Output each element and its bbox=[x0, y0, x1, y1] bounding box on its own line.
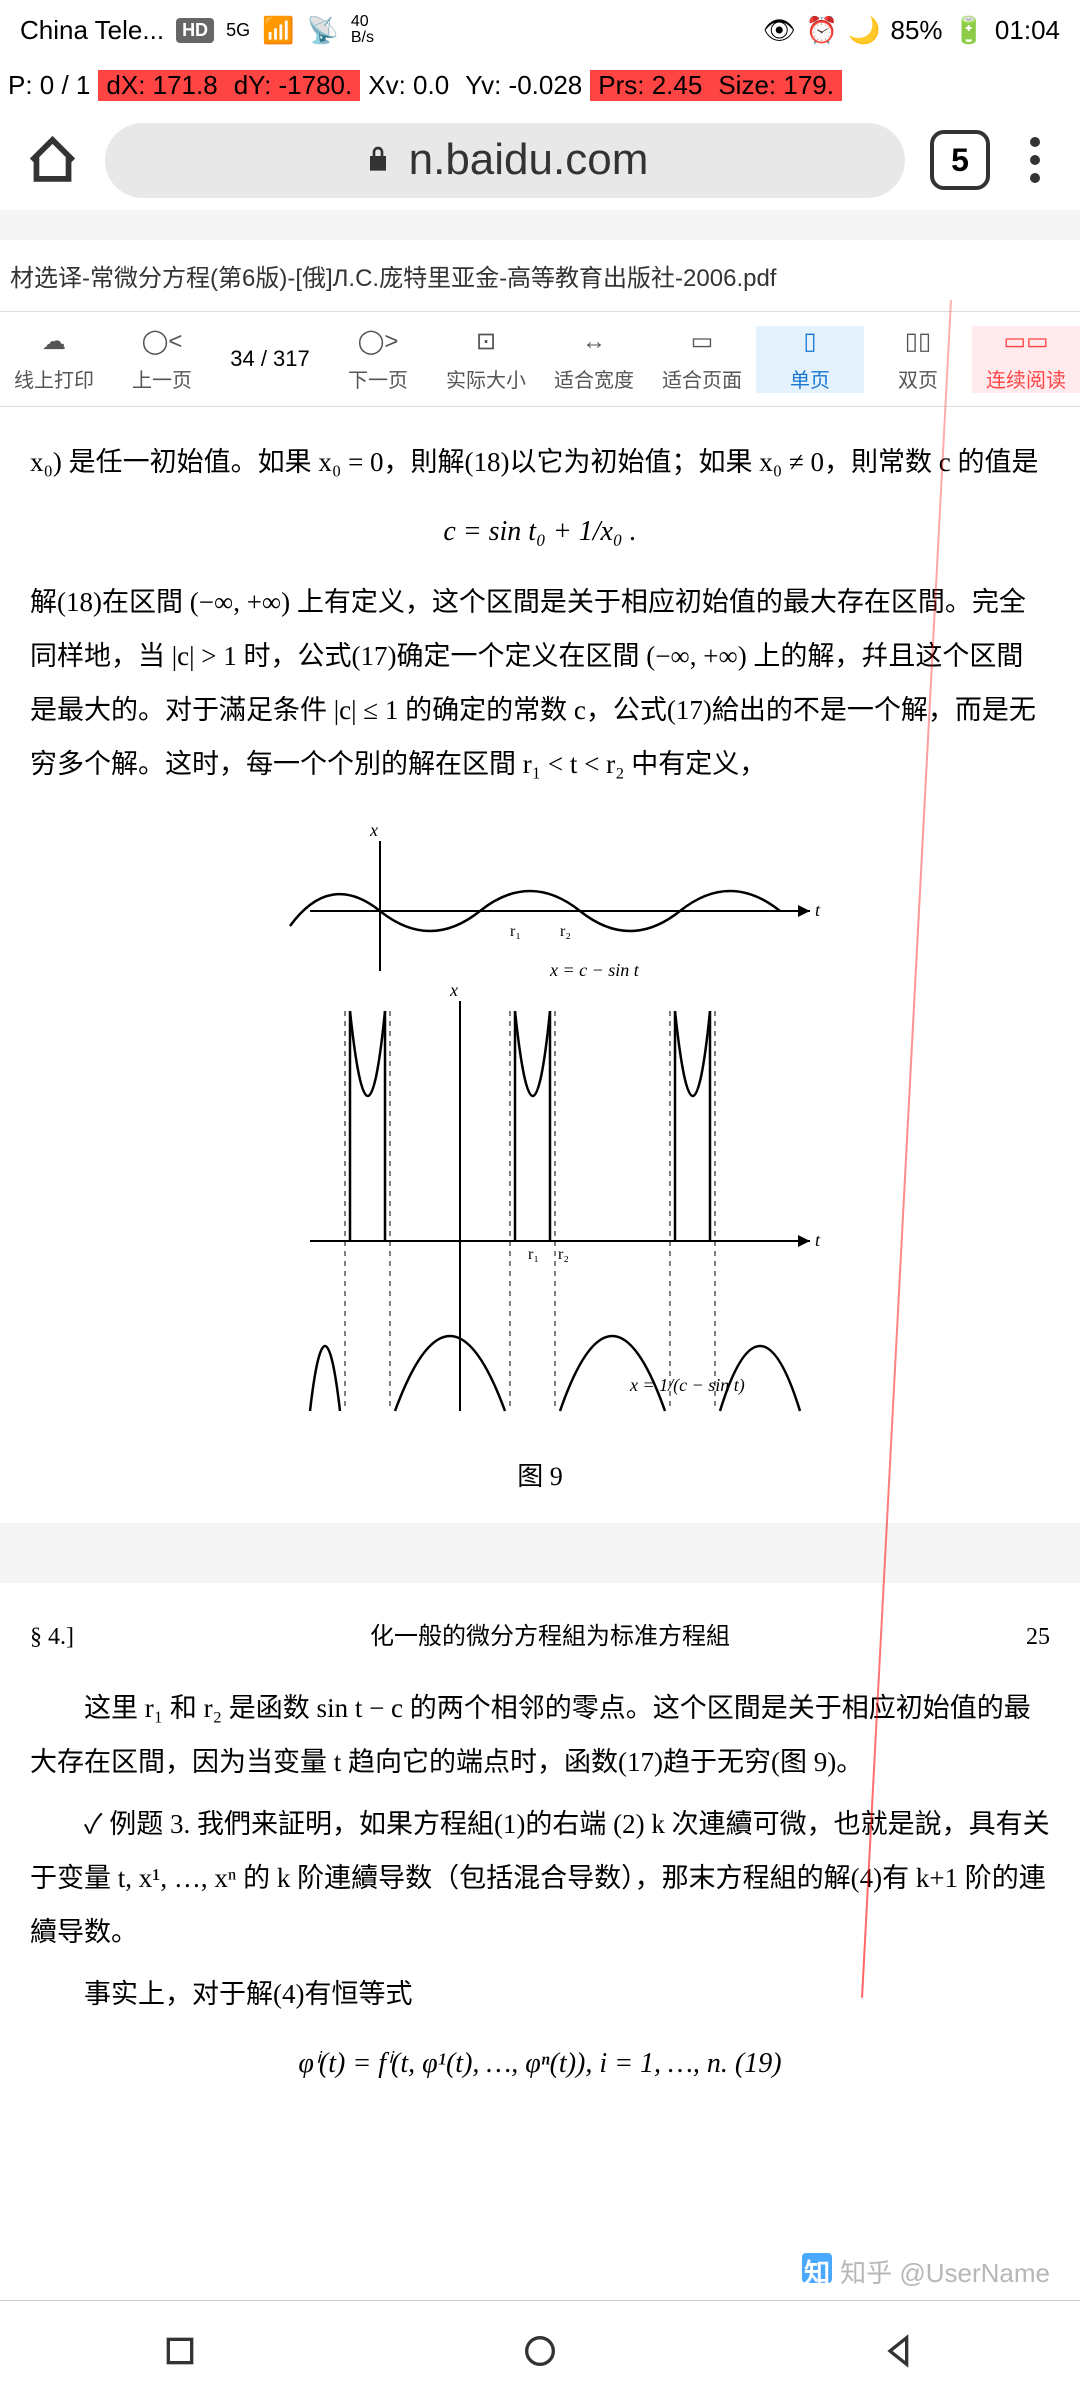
figure-9: t x r₁ r₂ x = c − sin t t x bbox=[30, 811, 1050, 1431]
eye-icon: 👁 bbox=[763, 15, 796, 46]
formula: φⁱ(t) = fⁱ(t, φ¹(t), …, φⁿ(t)), i = 1, …… bbox=[30, 2036, 1050, 2092]
browser-toolbar: n.baidu.com 5 bbox=[0, 110, 1080, 210]
carrier-name: China Tele... bbox=[20, 15, 164, 46]
svg-text:r₁: r₁ bbox=[510, 923, 521, 940]
battery-icon: 🔋 bbox=[953, 15, 985, 46]
figure-caption: 图 9 bbox=[30, 1451, 1050, 1503]
svg-text:r₁: r₁ bbox=[528, 1246, 539, 1263]
debug-dy: dY: -1780. bbox=[226, 70, 361, 101]
paragraph: ✓ 例题 3. 我們来証明，如果方程組(1)的右端 (2) k 次連續可微，也就… bbox=[30, 1797, 1050, 1959]
alarm-icon: ⏰ bbox=[806, 15, 838, 46]
formula: c = sin t₀ + 1/x₀ . bbox=[30, 504, 1050, 560]
debug-dx: dX: 171.8 bbox=[98, 70, 225, 101]
paragraph: 这里 r₁ 和 r₂ 是函数 sin t − c 的两个相邻的零点。这个区間是关… bbox=[30, 1681, 1050, 1789]
paragraph: 事实上，对于解(4)有恒等式 bbox=[30, 1967, 1050, 2021]
tb-next[interactable]: ◯>下一页 bbox=[324, 326, 432, 393]
status-bar: China Tele... HD 5G 📶 📡 40 B/s 👁 ⏰ 🌙 85%… bbox=[0, 0, 1080, 60]
svg-text:x = c − sin t: x = c − sin t bbox=[549, 960, 640, 980]
print-icon: ☁ bbox=[38, 326, 70, 358]
svg-text:x: x bbox=[449, 980, 458, 1000]
debug-overlay: P: 0 / 1 dX: 171.8 dY: -1780. Xv: 0.0 Yv… bbox=[0, 60, 1080, 110]
continuous-icon: ▭▭ bbox=[1010, 326, 1042, 358]
double-page-icon: ▯▯ bbox=[902, 326, 934, 358]
menu-button[interactable] bbox=[1015, 137, 1055, 183]
debug-yv: Yv: -0.028 bbox=[457, 70, 590, 101]
clock-time: 01:04 bbox=[995, 15, 1060, 46]
svg-text:r₂: r₂ bbox=[558, 1246, 569, 1263]
debug-size: Size: 179. bbox=[710, 70, 842, 101]
moon-icon: 🌙 bbox=[848, 15, 880, 46]
battery-percent: 85% bbox=[891, 15, 943, 46]
single-page-icon: ▯ bbox=[794, 326, 826, 358]
signal-icon: 📶 bbox=[262, 15, 294, 46]
tb-prev[interactable]: ◯<上一页 bbox=[108, 326, 216, 393]
debug-xv: Xv: 0.0 bbox=[360, 70, 457, 101]
back-button[interactable] bbox=[880, 2331, 920, 2371]
svg-text:t: t bbox=[815, 900, 821, 920]
network-type: 5G bbox=[226, 20, 250, 41]
url-text: n.baidu.com bbox=[409, 135, 649, 185]
fit-page-icon: ▭ bbox=[686, 326, 718, 358]
zhihu-icon: 知 bbox=[802, 2253, 832, 2283]
fit-width-icon: ↔ bbox=[578, 326, 610, 358]
tb-double-page[interactable]: ▯▯双页 bbox=[864, 326, 972, 393]
tb-print[interactable]: ☁线上打印 bbox=[0, 326, 108, 393]
lock-icon bbox=[362, 144, 394, 176]
debug-p: P: 0 / 1 bbox=[0, 70, 98, 101]
system-nav-bar bbox=[0, 2300, 1080, 2400]
wifi-icon: 📡 bbox=[306, 15, 338, 46]
tb-single-page[interactable]: ▯单页 bbox=[756, 326, 864, 393]
home-button[interactable] bbox=[520, 2331, 560, 2371]
pdf-toolbar: ☁线上打印 ◯<上一页 ◯>下一页 ⊡实际大小 ↔适合宽度 ▭适合页面 ▯单页 … bbox=[0, 312, 1080, 407]
actual-size-icon: ⊡ bbox=[470, 326, 502, 358]
paragraph: x₀) 是任一初始值。如果 x₀ = 0，則解(18)以它为初始值；如果 x₀ … bbox=[30, 435, 1050, 489]
svg-text:t: t bbox=[815, 1230, 821, 1250]
watermark: 知知乎 @UserName bbox=[802, 2253, 1050, 2290]
page-number-input[interactable] bbox=[220, 346, 320, 372]
chevron-right-icon: ◯> bbox=[362, 326, 394, 358]
pdf-page-2[interactable]: § 4.] 化一般的微分方程組为标准方程組 25 这里 r₁ 和 r₂ 是函数 … bbox=[0, 1583, 1080, 2137]
tb-actual-size[interactable]: ⊡实际大小 bbox=[432, 326, 540, 393]
page-content: 材选译-常微分方程(第6版)-[俄]Л.С.庞特里亚金-高等教育出版社-2006… bbox=[0, 210, 1080, 2137]
document-title: 材选译-常微分方程(第6版)-[俄]Л.С.庞特里亚金-高等教育出版社-2006… bbox=[0, 240, 1080, 312]
tab-count-button[interactable]: 5 bbox=[930, 130, 990, 190]
tb-page-input[interactable] bbox=[216, 346, 324, 372]
tb-fit-page[interactable]: ▭适合页面 bbox=[648, 326, 756, 393]
speed-indicator: 40 B/s bbox=[351, 14, 374, 46]
svg-text:x: x bbox=[369, 820, 378, 840]
tb-fit-width[interactable]: ↔适合宽度 bbox=[540, 326, 648, 393]
url-bar[interactable]: n.baidu.com bbox=[105, 123, 905, 198]
pdf-page-1[interactable]: x₀) 是任一初始值。如果 x₀ = 0，則解(18)以它为初始值；如果 x₀ … bbox=[0, 407, 1080, 1523]
svg-text:x = 1/(c − sin t): x = 1/(c − sin t) bbox=[629, 1375, 745, 1396]
page-header: § 4.] 化一般的微分方程組为标准方程組 25 bbox=[30, 1613, 1050, 1661]
tb-continuous[interactable]: ▭▭连续阅读 bbox=[972, 326, 1080, 393]
chevron-left-icon: ◯< bbox=[146, 326, 178, 358]
home-icon[interactable] bbox=[25, 133, 80, 188]
debug-prs: Prs: 2.45 bbox=[590, 70, 710, 101]
hd-badge: HD bbox=[176, 18, 214, 43]
paragraph: 解(18)在区間 (−∞, +∞) 上有定义，这个区間是关于相应初始值的最大存在… bbox=[30, 575, 1050, 791]
recents-button[interactable] bbox=[160, 2331, 200, 2371]
svg-text:r₂: r₂ bbox=[560, 923, 571, 940]
